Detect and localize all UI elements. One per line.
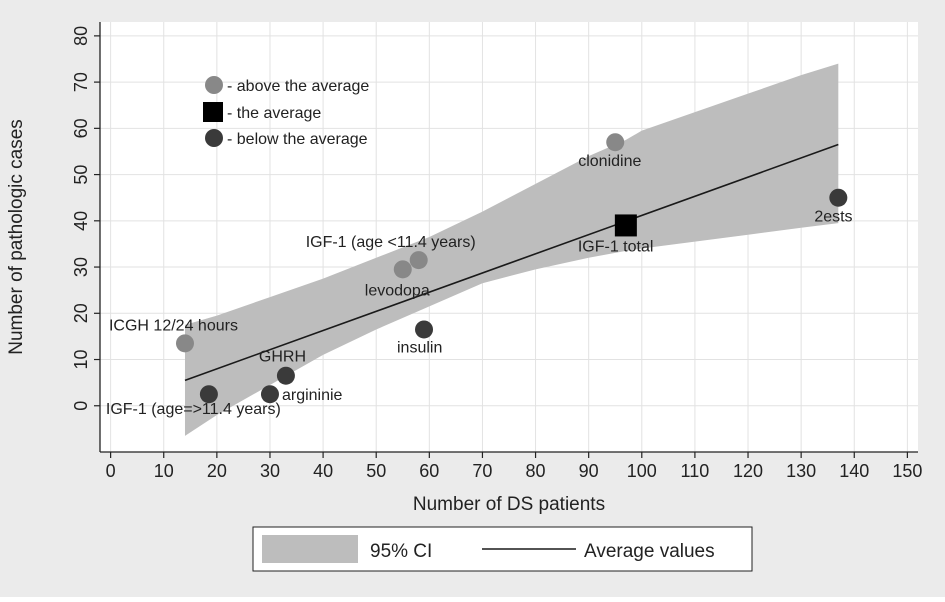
y-tick-label: 30 bbox=[71, 257, 91, 277]
x-tick-label: 140 bbox=[839, 461, 869, 481]
legend-marker-below bbox=[205, 129, 223, 147]
x-tick-label: 60 bbox=[419, 461, 439, 481]
x-tick-label: 70 bbox=[472, 461, 492, 481]
y-tick-label: 60 bbox=[71, 118, 91, 138]
x-tick-label: 10 bbox=[154, 461, 174, 481]
point-label: GHRH bbox=[259, 349, 306, 366]
x-tick-label: 130 bbox=[786, 461, 816, 481]
point-marker-below bbox=[260, 385, 279, 404]
x-tick-label: 90 bbox=[579, 461, 599, 481]
point-label: insulin bbox=[397, 339, 442, 356]
y-tick-label: 80 bbox=[71, 26, 91, 46]
y-tick-label: 10 bbox=[71, 350, 91, 370]
point-label: clonidine bbox=[578, 153, 641, 170]
x-tick-label: 0 bbox=[106, 461, 116, 481]
ci-band bbox=[184, 63, 839, 436]
y-axis-label: Number of pathologic cases bbox=[6, 119, 27, 355]
average-line-legend-label: Average values bbox=[584, 541, 715, 562]
y-tick-label: 50 bbox=[71, 165, 91, 185]
point-marker-below bbox=[415, 320, 434, 339]
data-points: ICGH 12/24 hours IGF-1 (age=>11.4 years) G… bbox=[106, 133, 853, 418]
legend-marker-average bbox=[203, 102, 223, 122]
point-marker-below bbox=[276, 366, 295, 385]
point-marker-average bbox=[614, 214, 637, 237]
ci-legend-swatch bbox=[262, 535, 358, 563]
x-tick-label: 30 bbox=[260, 461, 280, 481]
point-label: IGF-1 (age=>11.4 years) bbox=[106, 401, 281, 418]
marker-legend: - above the average - the average - below … bbox=[203, 76, 369, 148]
point-label: 2ests bbox=[814, 209, 852, 226]
y-tick-label: 20 bbox=[71, 303, 91, 323]
x-tick-label: 80 bbox=[526, 461, 546, 481]
axes: 0 10 20 30 40 50 60 70 80 90 100 110 120 130 140 150 0 10… bbox=[71, 22, 922, 481]
legend-marker-above bbox=[205, 76, 223, 94]
y-tick-label: 40 bbox=[71, 211, 91, 231]
y-tick-label: 70 bbox=[71, 72, 91, 92]
x-tick-label: 50 bbox=[366, 461, 386, 481]
point-label: IGF-1 (age <11.4 years) bbox=[306, 234, 476, 251]
point-marker-below bbox=[829, 188, 848, 207]
x-tick-label: 100 bbox=[627, 461, 657, 481]
x-tick-label: 20 bbox=[207, 461, 227, 481]
average-fit-line bbox=[184, 143, 839, 382]
point-label: argininie bbox=[282, 387, 343, 404]
point-label: IGF-1 total bbox=[578, 238, 654, 255]
x-tick-label: 120 bbox=[733, 461, 763, 481]
point-marker-below bbox=[199, 385, 218, 404]
bottom-legend: 95% CI Average values bbox=[252, 526, 753, 572]
legend-label-below: - below the average bbox=[227, 131, 368, 148]
point-marker-above bbox=[409, 251, 428, 270]
x-axis-label: Number of DS patients bbox=[413, 494, 605, 515]
ci-legend-label: 95% CI bbox=[370, 541, 432, 562]
legend-label-above: - above the average bbox=[227, 78, 369, 95]
point-marker-above bbox=[606, 133, 625, 152]
point-marker-above bbox=[175, 334, 194, 353]
point-marker-above bbox=[393, 260, 412, 279]
legend-label-average: - the average bbox=[227, 105, 321, 122]
x-tick-label: 110 bbox=[681, 461, 710, 481]
y-tick-label: 0 bbox=[71, 401, 91, 411]
x-tick-label: 150 bbox=[892, 461, 922, 481]
point-label: ICGH 12/24 hours bbox=[109, 317, 238, 334]
x-tick-label: 40 bbox=[313, 461, 333, 481]
point-label: levodopa bbox=[365, 282, 430, 299]
